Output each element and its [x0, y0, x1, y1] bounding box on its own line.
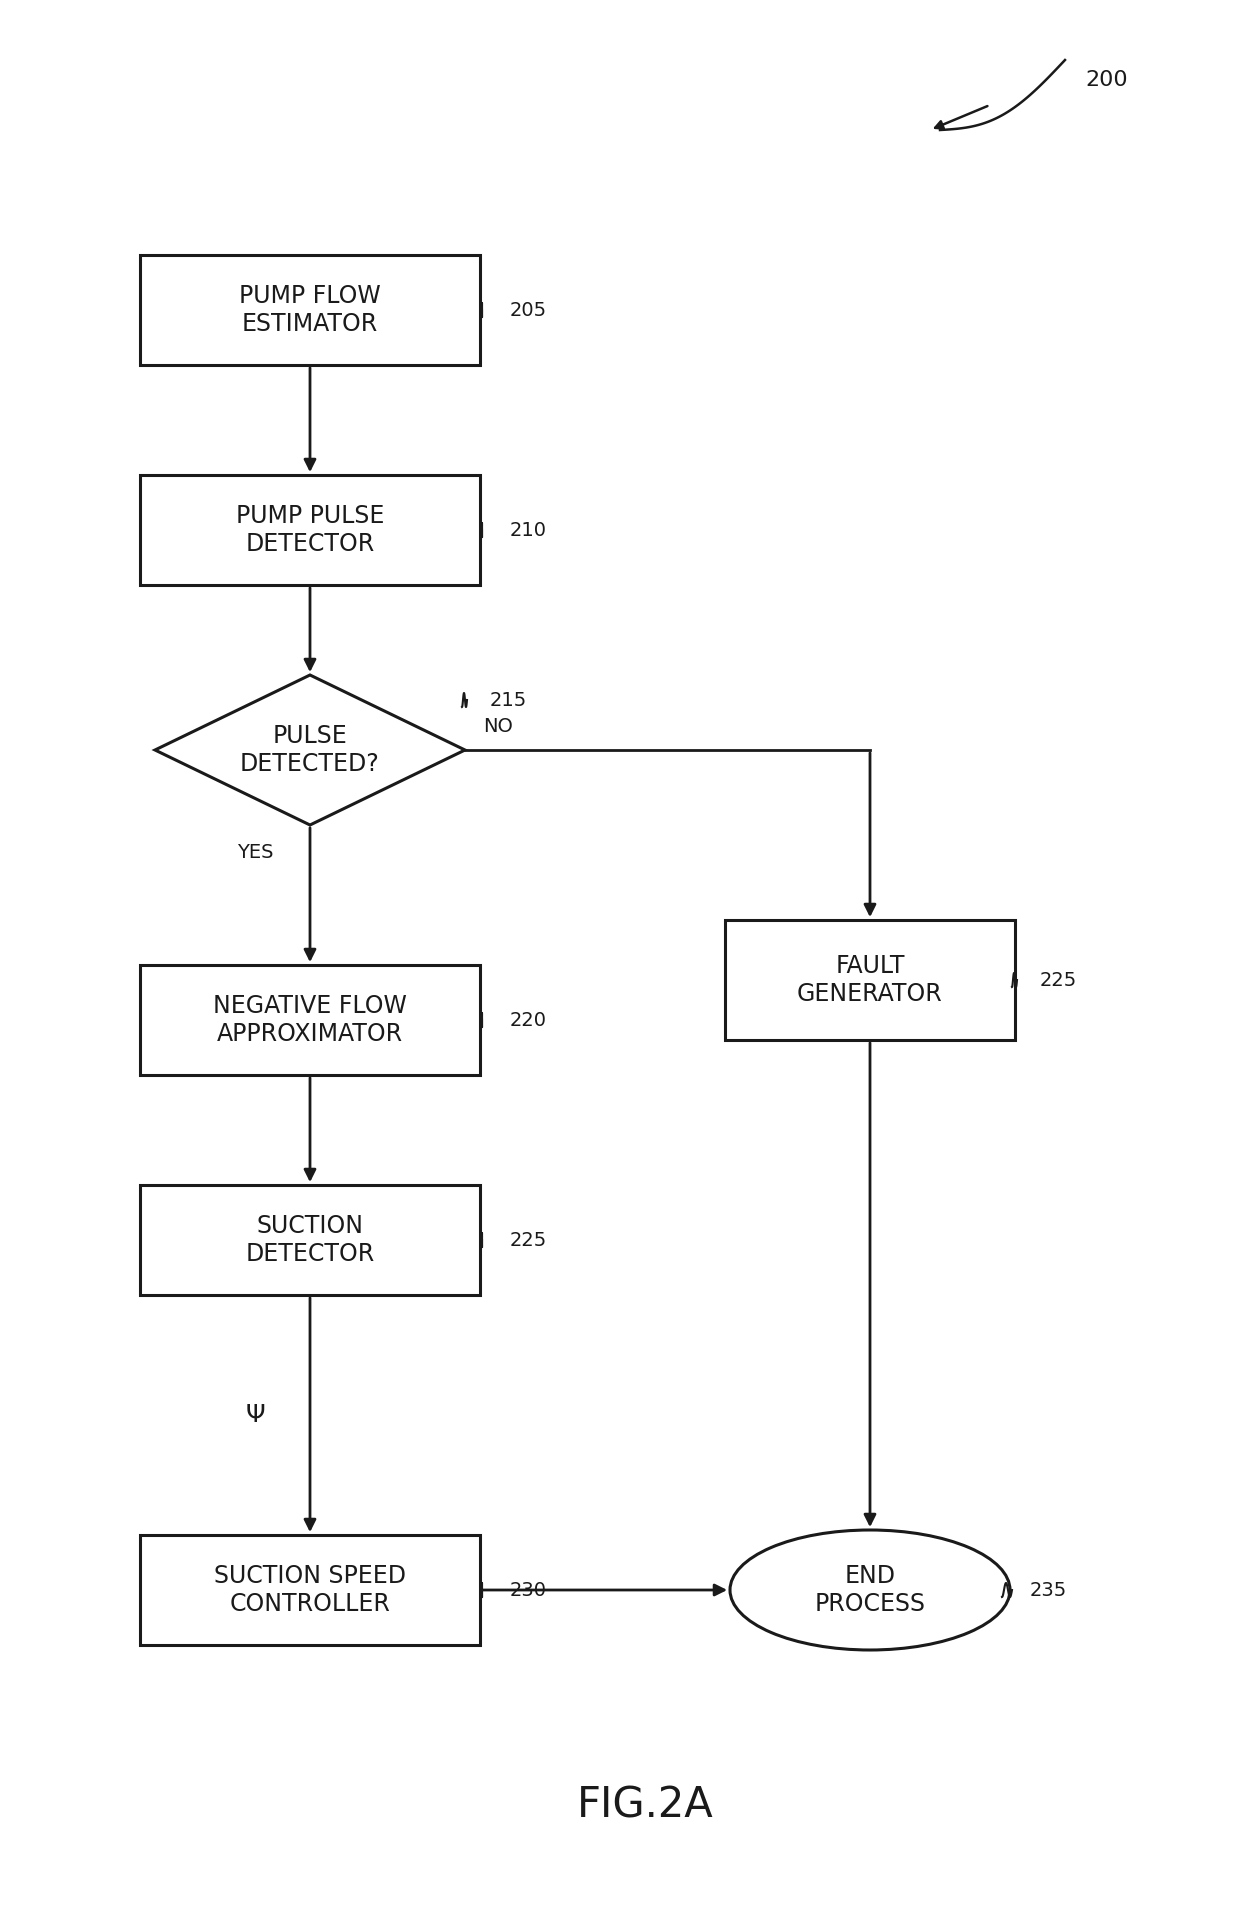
Bar — [140, 1185, 480, 1294]
Text: 225: 225 — [510, 1231, 547, 1250]
Bar — [140, 474, 480, 586]
Text: 205: 205 — [510, 301, 547, 319]
Text: END
PROCESS: END PROCESS — [815, 1565, 925, 1617]
Text: FIG.2A: FIG.2A — [577, 1784, 713, 1826]
Text: FAULT
GENERATOR: FAULT GENERATOR — [797, 954, 942, 1006]
Text: PUMP FLOW
ESTIMATOR: PUMP FLOW ESTIMATOR — [239, 284, 381, 336]
Text: 230: 230 — [510, 1580, 547, 1599]
Text: 225: 225 — [1040, 970, 1078, 989]
Bar — [140, 1534, 480, 1645]
Text: PULSE
DETECTED?: PULSE DETECTED? — [241, 724, 379, 776]
Bar — [140, 966, 480, 1075]
Text: 215: 215 — [490, 691, 527, 710]
Ellipse shape — [730, 1530, 1011, 1649]
Text: 235: 235 — [1030, 1580, 1068, 1599]
Text: PUMP PULSE
DETECTOR: PUMP PULSE DETECTOR — [236, 505, 384, 557]
Text: Ψ: Ψ — [246, 1404, 265, 1427]
Text: NEGATIVE FLOW
APPROXIMATOR: NEGATIVE FLOW APPROXIMATOR — [213, 995, 407, 1046]
Polygon shape — [155, 676, 465, 826]
Text: 200: 200 — [1085, 69, 1127, 90]
Text: NO: NO — [484, 716, 513, 735]
Text: 210: 210 — [510, 520, 547, 540]
Text: SUCTION
DETECTOR: SUCTION DETECTOR — [246, 1213, 374, 1265]
Text: YES: YES — [237, 843, 273, 862]
Text: SUCTION SPEED
CONTROLLER: SUCTION SPEED CONTROLLER — [215, 1565, 405, 1617]
Bar — [140, 255, 480, 365]
Bar — [725, 920, 1016, 1041]
Text: 220: 220 — [510, 1010, 547, 1029]
